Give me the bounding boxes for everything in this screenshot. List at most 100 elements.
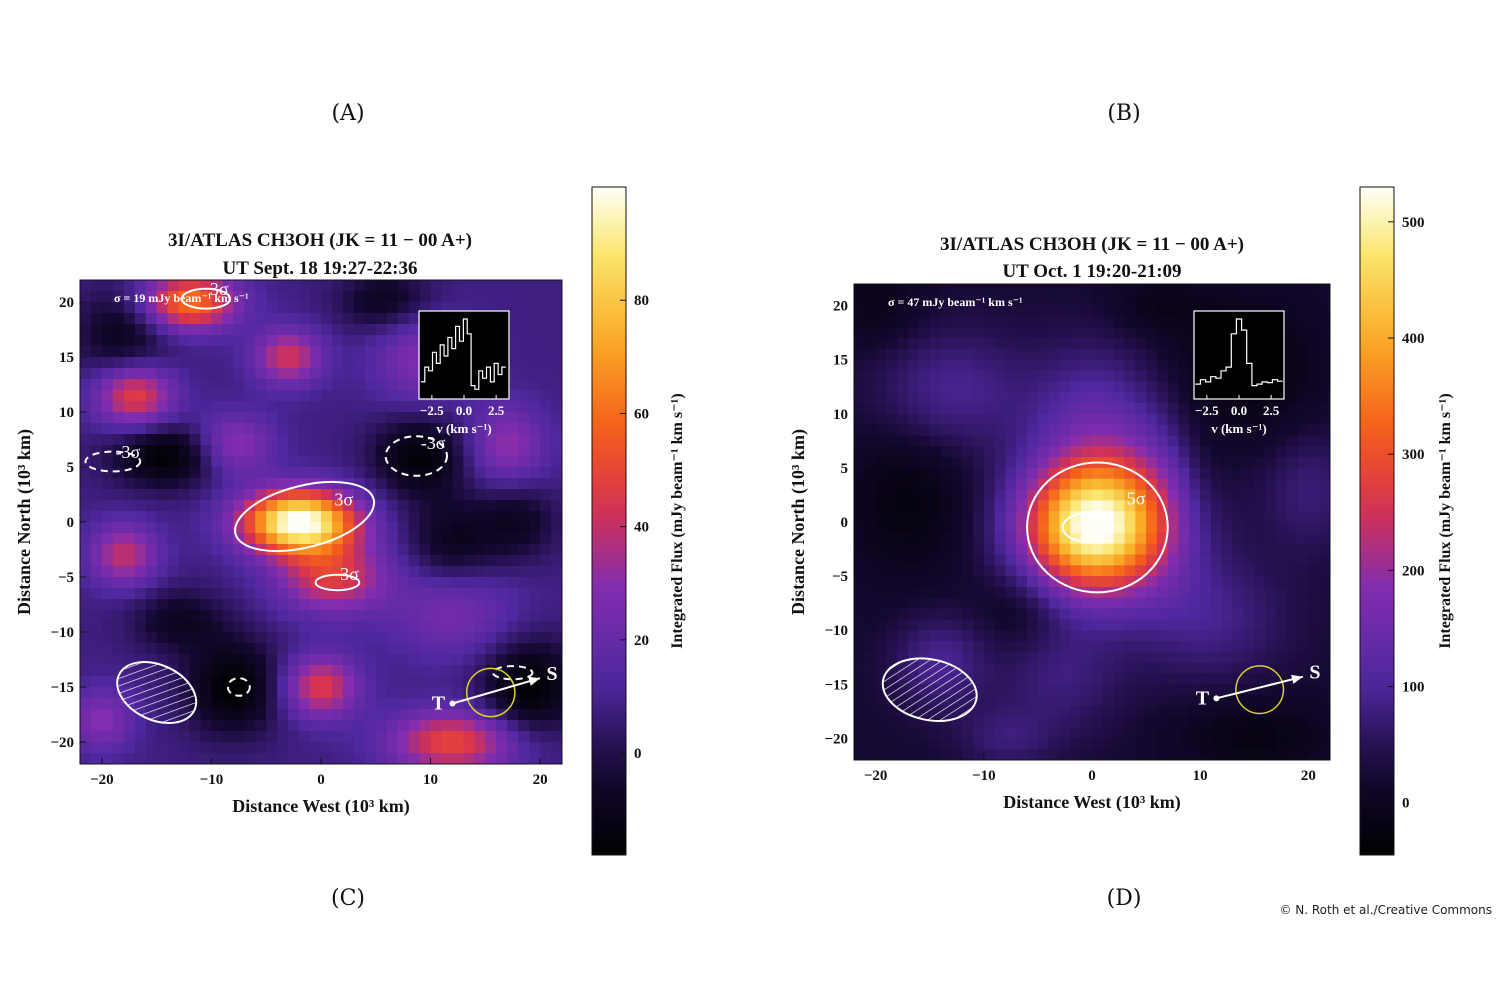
contour-4 — [384, 435, 448, 477]
x-tick-label-1: −10 — [972, 768, 996, 784]
x-axis-label: Distance West (10³ km) — [232, 796, 410, 817]
x-tick-label-1: −10 — [200, 772, 224, 788]
y-tick-label-1: −15 — [824, 677, 848, 693]
contour-label-4: -3σ — [421, 433, 446, 453]
colorbar-tick-label-4: 400 — [1402, 331, 1425, 347]
inset-tick-label-1: 0.0 — [1231, 403, 1247, 418]
x-tick-label-2: 0 — [317, 772, 325, 788]
image-credit: © N. Roth et al./Creative Commons — [1279, 903, 1492, 917]
inset-xlabel: v (km s⁻¹) — [1211, 421, 1267, 436]
x-tick-label-3: 10 — [1193, 768, 1208, 784]
y-tick-label-4: 0 — [841, 515, 849, 531]
panel-label-a: (A) — [331, 101, 365, 126]
beam-ellipse — [116, 660, 198, 725]
contour-1 — [314, 573, 361, 592]
inset-tick-label-0: −2.5 — [420, 403, 444, 418]
sun-vector-arrowhead — [528, 676, 541, 686]
contour-5 — [226, 677, 251, 697]
colorbar-label: Integrated Flux (mJy beam⁻¹ km s⁻¹) — [1437, 393, 1454, 648]
contour-label-3: -3σ — [116, 442, 141, 462]
y-tick-label-8: 20 — [59, 295, 74, 311]
contour-label-1: 10σ — [1086, 506, 1114, 526]
contour-label-1: 3σ — [340, 564, 359, 584]
sun-vector-start-label: T — [1196, 687, 1210, 709]
y-tick-label-3: −5 — [832, 569, 848, 585]
colorbar-tick-label-4: 80 — [634, 293, 649, 309]
contour-label-0: 3σ — [334, 490, 353, 510]
panel-label-c: (C) — [331, 886, 365, 911]
colorbar-tick-label-1: 20 — [634, 633, 649, 649]
inset-tick-label-2: 2.5 — [488, 403, 505, 418]
colorbar-tick-label-3: 300 — [1402, 447, 1425, 463]
sun-vector-arrowhead — [1291, 674, 1303, 684]
y-tick-label-7: 15 — [833, 353, 848, 369]
y-tick-label-5: 5 — [841, 461, 849, 477]
colorbar-tick-label-0: 0 — [1402, 796, 1410, 812]
nucleus-circle — [465, 667, 516, 718]
contour-0 — [1026, 461, 1169, 594]
y-tick-label-1: −15 — [50, 680, 74, 696]
x-tick-label-2: 0 — [1088, 768, 1096, 784]
inset-tick-label-0: −2.5 — [1195, 403, 1219, 418]
sun-vector-start-label: T — [432, 693, 446, 715]
sun-vector-end-label: S — [1309, 662, 1320, 684]
colorbar-tick-label-2: 40 — [634, 520, 649, 536]
inset-xlabel: v (km s⁻¹) — [436, 421, 492, 436]
contour-label-2: 3σ — [210, 279, 229, 299]
sun-vector-origin — [449, 700, 456, 707]
x-tick-label-0: −20 — [864, 768, 888, 784]
panel-label-b: (B) — [1107, 101, 1141, 126]
colorbar — [591, 186, 627, 856]
y-tick-label-0: −20 — [50, 735, 74, 751]
x-tick-label-4: 20 — [1301, 768, 1316, 784]
sigma-label: σ = 19 mJy beam⁻¹ km s⁻¹ — [114, 291, 249, 305]
y-tick-label-8: 20 — [833, 299, 848, 315]
beam-ellipse — [881, 657, 978, 722]
contour-1 — [1061, 512, 1112, 543]
colorbar-label: Integrated Flux (mJy beam⁻¹ km s⁻¹) — [669, 393, 686, 648]
contour-3 — [84, 450, 142, 473]
y-axis-label: Distance North (10³ km) — [14, 429, 35, 615]
heatmap-image — [80, 280, 562, 764]
y-tick-label-7: 15 — [59, 350, 74, 366]
sun-vector-origin — [1213, 695, 1220, 702]
contour-2 — [180, 287, 232, 310]
colorbar — [1359, 186, 1395, 856]
colorbar-tick-label-0: 0 — [634, 746, 642, 762]
panel-label-d: (D) — [1106, 886, 1142, 911]
colorbar-tick-label-5: 500 — [1402, 215, 1425, 231]
contour-label-0: 5σ — [1127, 489, 1146, 509]
x-tick-label-3: 10 — [423, 772, 438, 788]
colorbar-tick-label-3: 60 — [634, 406, 649, 422]
x-tick-label-0: −20 — [90, 772, 114, 788]
sun-vector-line — [452, 677, 541, 705]
colorbar-tick-label-1: 100 — [1402, 680, 1425, 696]
nucleus-circle — [1235, 665, 1285, 715]
y-axis-label: Distance North (10³ km) — [788, 429, 809, 615]
inset-spectrum-line — [1195, 318, 1283, 387]
chart-title: 3I/ATLAS CH3OH (JK = 11 − 00 A+) — [940, 234, 1244, 255]
colorbar-tick-label-2: 200 — [1402, 563, 1425, 579]
y-tick-label-3: −5 — [58, 570, 74, 586]
chart-subtitle: UT Sept. 18 19:27-22:36 — [223, 258, 418, 279]
chart-subtitle: UT Oct. 1 19:20-21:09 — [1002, 261, 1181, 282]
y-tick-label-4: 0 — [67, 515, 75, 531]
inset-tick-label-1: 0.0 — [456, 403, 472, 418]
y-tick-label-6: 10 — [833, 407, 848, 423]
contour-0 — [234, 481, 376, 552]
sigma-label: σ = 47 mJy beam⁻¹ km s⁻¹ — [888, 295, 1023, 309]
sun-vector-line — [1216, 675, 1304, 700]
inset-tick-label-2: 2.5 — [1263, 403, 1280, 418]
contour-6 — [491, 665, 534, 681]
y-tick-label-6: 10 — [59, 405, 74, 421]
inset-spectrum-line — [420, 318, 506, 390]
inset-frame — [1193, 310, 1285, 400]
chart-title: 3I/ATLAS CH3OH (JK = 11 − 00 A+) — [168, 230, 472, 251]
y-tick-label-2: −10 — [50, 625, 74, 641]
y-tick-label-2: −10 — [824, 623, 848, 639]
y-tick-label-5: 5 — [67, 460, 75, 476]
x-tick-label-4: 20 — [533, 772, 548, 788]
